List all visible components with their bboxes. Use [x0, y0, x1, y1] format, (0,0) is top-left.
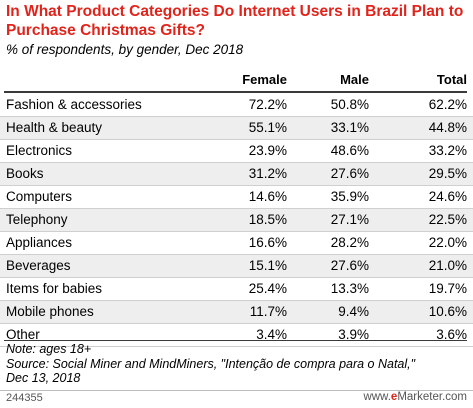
table-row: Telephony 18.5% 27.1% 22.5%: [0, 209, 473, 232]
chart-id: 244355: [6, 392, 43, 404]
column-header-male: Male: [340, 72, 369, 87]
male-value: 3.9%: [338, 327, 369, 342]
table-row: Mobile phones 11.7% 9.4% 10.6%: [0, 301, 473, 324]
male-value: 27.1%: [330, 212, 369, 227]
total-value: 62.2%: [428, 97, 467, 112]
source-date-line: Dec 13, 2018: [6, 371, 81, 385]
table-row: Health & beauty 55.1% 33.1% 44.8%: [0, 117, 473, 140]
category-cell: Electronics: [6, 143, 73, 158]
category-cell: Items for babies: [6, 281, 103, 296]
header-divider: [4, 91, 467, 93]
category-cell: Other: [6, 327, 40, 342]
table-row: Beverages 15.1% 27.6% 21.0%: [0, 255, 473, 278]
table-row: Appliances 16.6% 28.2% 22.0%: [0, 232, 473, 255]
male-value: 9.4%: [338, 304, 369, 319]
male-value: 27.6%: [330, 166, 369, 181]
total-value: 19.7%: [428, 281, 467, 296]
total-value: 44.8%: [428, 120, 467, 135]
total-value: 29.5%: [428, 166, 467, 181]
category-cell: Beverages: [6, 258, 71, 273]
chart-title: In What Product Categories Do Internet U…: [6, 3, 464, 39]
column-header-female: Female: [242, 72, 287, 87]
female-value: 11.7%: [249, 304, 287, 319]
female-value: 16.6%: [248, 235, 287, 250]
brand-link[interactable]: www.eMarketer.com: [363, 391, 467, 403]
chart-subtitle: % of respondents, by gender, Dec 2018: [6, 42, 244, 57]
category-cell: Computers: [6, 189, 73, 204]
female-value: 18.5%: [248, 212, 287, 227]
table-row: Electronics 23.9% 48.6% 33.2%: [0, 140, 473, 163]
table-header: Female Male Total: [0, 72, 473, 92]
table-row: Fashion & accessories 72.2% 50.8% 62.2%: [0, 94, 473, 117]
source-line: Source: Social Miner and MindMiners, "In…: [6, 356, 416, 371]
table-bottom-divider: [4, 340, 467, 341]
male-value: 13.3%: [330, 281, 369, 296]
total-value: 21.0%: [428, 258, 467, 273]
column-header-total: Total: [436, 72, 467, 87]
female-value: 23.9%: [248, 143, 287, 158]
male-value: 35.9%: [330, 189, 369, 204]
brand-e: e: [390, 391, 398, 403]
total-value: 33.2%: [428, 143, 467, 158]
male-value: 28.2%: [330, 235, 369, 250]
category-cell: Mobile phones: [6, 304, 94, 319]
female-value: 25.4%: [248, 281, 287, 296]
total-value: 10.6%: [428, 304, 467, 319]
table-row: Books 31.2% 27.6% 29.5%: [0, 163, 473, 186]
total-value: 22.0%: [428, 235, 467, 250]
category-cell: Appliances: [6, 235, 73, 250]
brand-prefix: www.: [363, 391, 391, 403]
category-cell: Fashion & accessories: [6, 97, 142, 112]
total-value: 3.6%: [436, 327, 467, 342]
female-value: 31.2%: [248, 166, 287, 181]
table-body: Fashion & accessories 72.2% 50.8% 62.2% Heal…: [0, 94, 473, 347]
female-value: 14.6%: [248, 189, 287, 204]
male-value: 27.6%: [330, 258, 369, 273]
category-cell: Health & beauty: [6, 120, 103, 135]
female-value: 15.1%: [248, 258, 287, 273]
female-value: 72.2%: [248, 97, 287, 112]
table-row: Other 3.4% 3.9% 3.6%: [0, 324, 473, 347]
table-row: Computers 14.6% 35.9% 24.6%: [0, 186, 473, 209]
table-row: Items for babies 25.4% 13.3% 19.7%: [0, 278, 473, 301]
total-value: 22.5%: [428, 212, 467, 227]
chart-notes: Note: ages 18+ Source: Social Miner and …: [6, 342, 468, 386]
female-value: 55.1%: [248, 120, 287, 135]
category-cell: Telephony: [6, 212, 68, 227]
male-value: 50.8%: [330, 97, 369, 112]
male-value: 33.1%: [330, 120, 369, 135]
note-line: Note: ages 18+: [6, 342, 92, 356]
male-value: 48.6%: [330, 143, 369, 158]
brand-suffix: Marketer.com: [397, 391, 467, 403]
category-cell: Books: [6, 166, 44, 181]
total-value: 24.6%: [428, 189, 467, 204]
female-value: 3.4%: [256, 327, 287, 342]
footer-divider: [0, 390, 473, 391]
